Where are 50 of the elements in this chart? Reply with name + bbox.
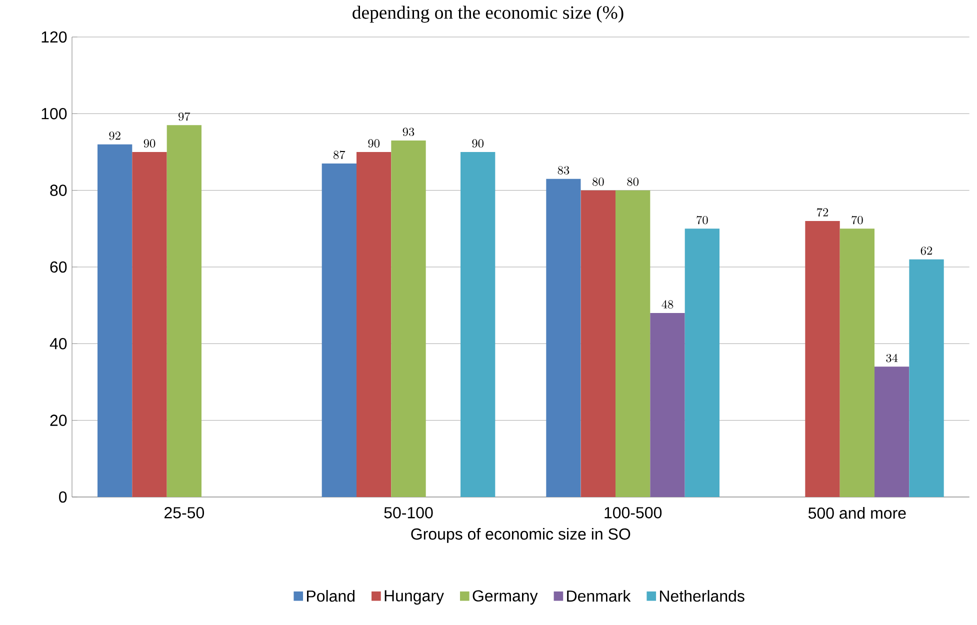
data-label: 48	[662, 300, 674, 309]
data-label: 93	[402, 128, 414, 136]
y-tick-label: 80	[50, 184, 67, 196]
bar	[546, 178, 581, 497]
bar	[391, 140, 426, 497]
chart-title: depending on the economic size (%)	[352, 6, 624, 23]
y-tick-label: 40	[50, 338, 67, 350]
bar	[840, 228, 875, 497]
legend-label: Poland	[307, 590, 354, 602]
bar	[132, 152, 167, 497]
legend-label: Hungary	[384, 590, 444, 605]
bar	[616, 190, 650, 497]
bar	[909, 259, 944, 497]
data-label: 62	[920, 246, 932, 255]
bar	[166, 125, 202, 497]
bar	[580, 190, 616, 497]
bar	[322, 163, 357, 497]
legend-label: Denmark	[567, 590, 631, 602]
y-tick-label: 60	[50, 261, 67, 273]
data-label: 90	[368, 139, 380, 148]
data-label: 72	[817, 208, 828, 217]
y-tick-label: 0	[59, 491, 67, 503]
bar	[98, 144, 132, 497]
y-tick-label: 20	[50, 414, 67, 426]
bar	[460, 152, 496, 497]
legend-label: Germany	[472, 590, 538, 605]
data-label: 83	[558, 166, 570, 174]
bar	[356, 152, 392, 497]
y-tick-label: 120	[42, 31, 67, 43]
bar	[805, 220, 840, 497]
y-tick-label: 100	[42, 108, 67, 120]
data-label: 70	[852, 216, 863, 224]
data-label: 92	[109, 132, 120, 140]
x-tick-label: 100-500	[604, 507, 662, 518]
data-label: 70	[696, 216, 708, 224]
bar	[874, 366, 910, 497]
x-tick-label: 500 and more	[808, 507, 906, 519]
data-label: 97	[178, 112, 190, 121]
data-label: 80	[592, 178, 604, 186]
data-label: 87	[334, 150, 346, 160]
data-label: 80	[627, 178, 639, 186]
bar	[650, 312, 685, 497]
data-label: 34	[886, 354, 898, 362]
data-label: 90	[144, 139, 156, 148]
x-tick-label: 25-50	[164, 507, 204, 518]
legend-label: Netherlands	[660, 590, 744, 602]
x-tick-label: 50-100	[384, 507, 433, 518]
bar	[684, 228, 720, 497]
data-label: 90	[472, 139, 484, 148]
x-axis-title: Groups of economic size in SO	[411, 528, 630, 543]
